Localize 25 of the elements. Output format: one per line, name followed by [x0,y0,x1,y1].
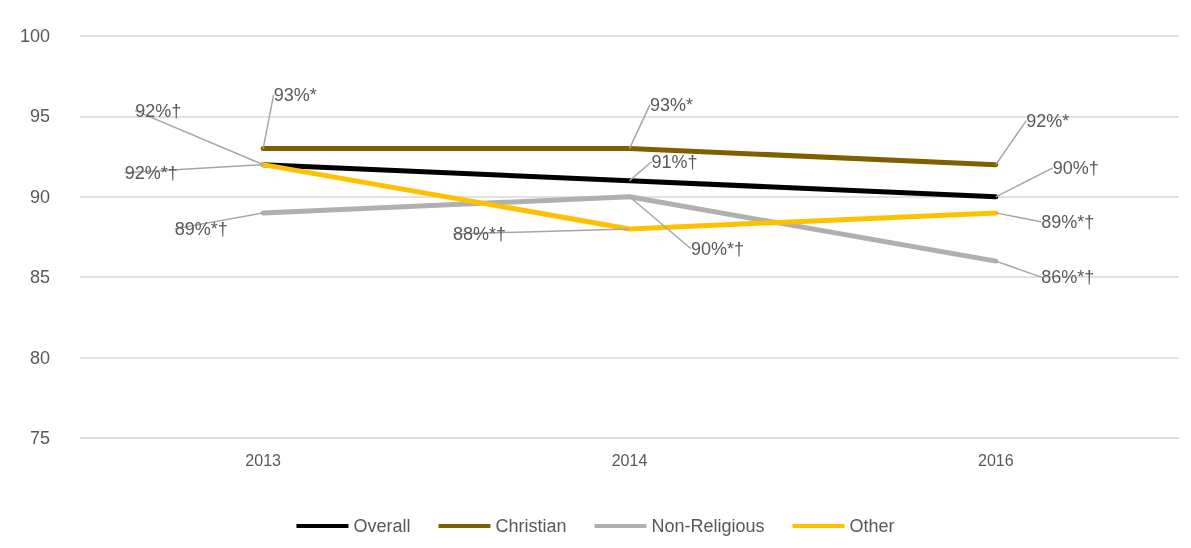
y-tick-label: 95 [29,106,50,127]
legend-label: Other [849,516,895,536]
x-tick-label: 2016 [978,451,1014,469]
data-label: 90%*† [690,238,745,259]
data-label: 88%*† [452,223,507,244]
data-label: 86%*† [1041,267,1095,288]
x-tick-label: 2014 [611,451,648,469]
x-tick-label: 2013 [245,451,282,469]
legend-label: Christian [495,516,567,536]
y-tick-label: 85 [29,267,50,288]
data-label: 92%† [135,100,182,121]
data-label: 92%* [1026,110,1070,131]
y-tick-label: 100 [19,26,50,46]
data-label: 92%*† [124,162,178,183]
data-label: 89%*† [174,218,228,239]
legend-label: Non-Religious [651,516,765,536]
data-label: 91%† [651,151,698,172]
data-label: 90%† [1052,157,1099,178]
y-tick-label: 90 [29,186,50,207]
data-label: 93%* [273,84,317,105]
data-label: 93%* [649,94,694,115]
y-tick-label: 75 [29,428,50,448]
y-tick-label: 80 [29,347,50,368]
legend-label: Overall [353,516,411,536]
data-label: 89%*† [1041,211,1095,232]
